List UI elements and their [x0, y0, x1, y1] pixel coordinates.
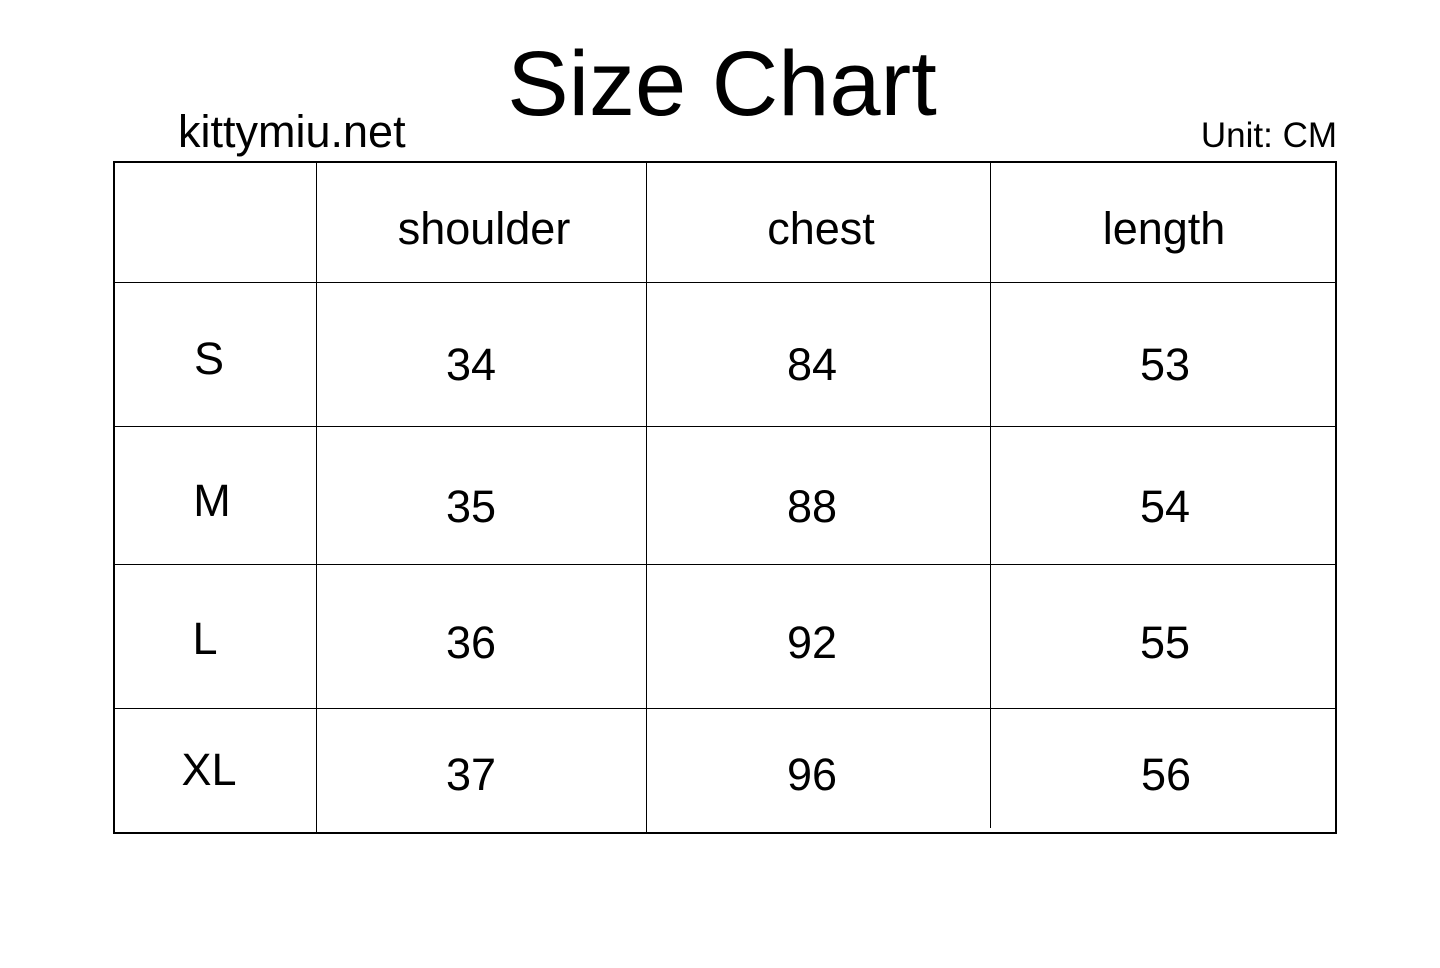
row-divider [115, 564, 1335, 565]
table-cell: 84 [786, 339, 838, 390]
column-divider [316, 163, 317, 832]
header-shoulder: shoulder [397, 203, 571, 254]
table-cell: 92 [786, 617, 838, 668]
size-label: L [192, 613, 218, 664]
column-divider [646, 163, 647, 832]
table-cell: 53 [1139, 339, 1191, 390]
header-chest: chest [767, 203, 875, 254]
unit-label: Unit: CM [1200, 116, 1337, 155]
table-cell: 96 [786, 749, 838, 800]
size-table: shoulder chest length S 34 84 53 M 35 88… [113, 161, 1337, 834]
row-divider [115, 708, 1335, 709]
column-divider [990, 163, 991, 828]
size-label: M [193, 475, 231, 526]
size-label: S [193, 333, 225, 384]
table-cell: 88 [786, 481, 838, 532]
table-cell: 36 [445, 617, 497, 668]
header-length: length [1102, 203, 1226, 254]
page-title: Size Chart [507, 33, 937, 135]
table-cell: 35 [445, 481, 497, 532]
table-cell: 34 [445, 339, 497, 390]
table-cell: 54 [1139, 481, 1191, 532]
table-cell: 37 [445, 749, 497, 800]
site-name: kittymiu.net [178, 106, 406, 157]
size-label: XL [181, 744, 237, 795]
row-divider [115, 426, 1335, 427]
table-cell: 55 [1139, 617, 1191, 668]
table-cell: 56 [1140, 749, 1192, 800]
row-divider [115, 282, 1335, 283]
